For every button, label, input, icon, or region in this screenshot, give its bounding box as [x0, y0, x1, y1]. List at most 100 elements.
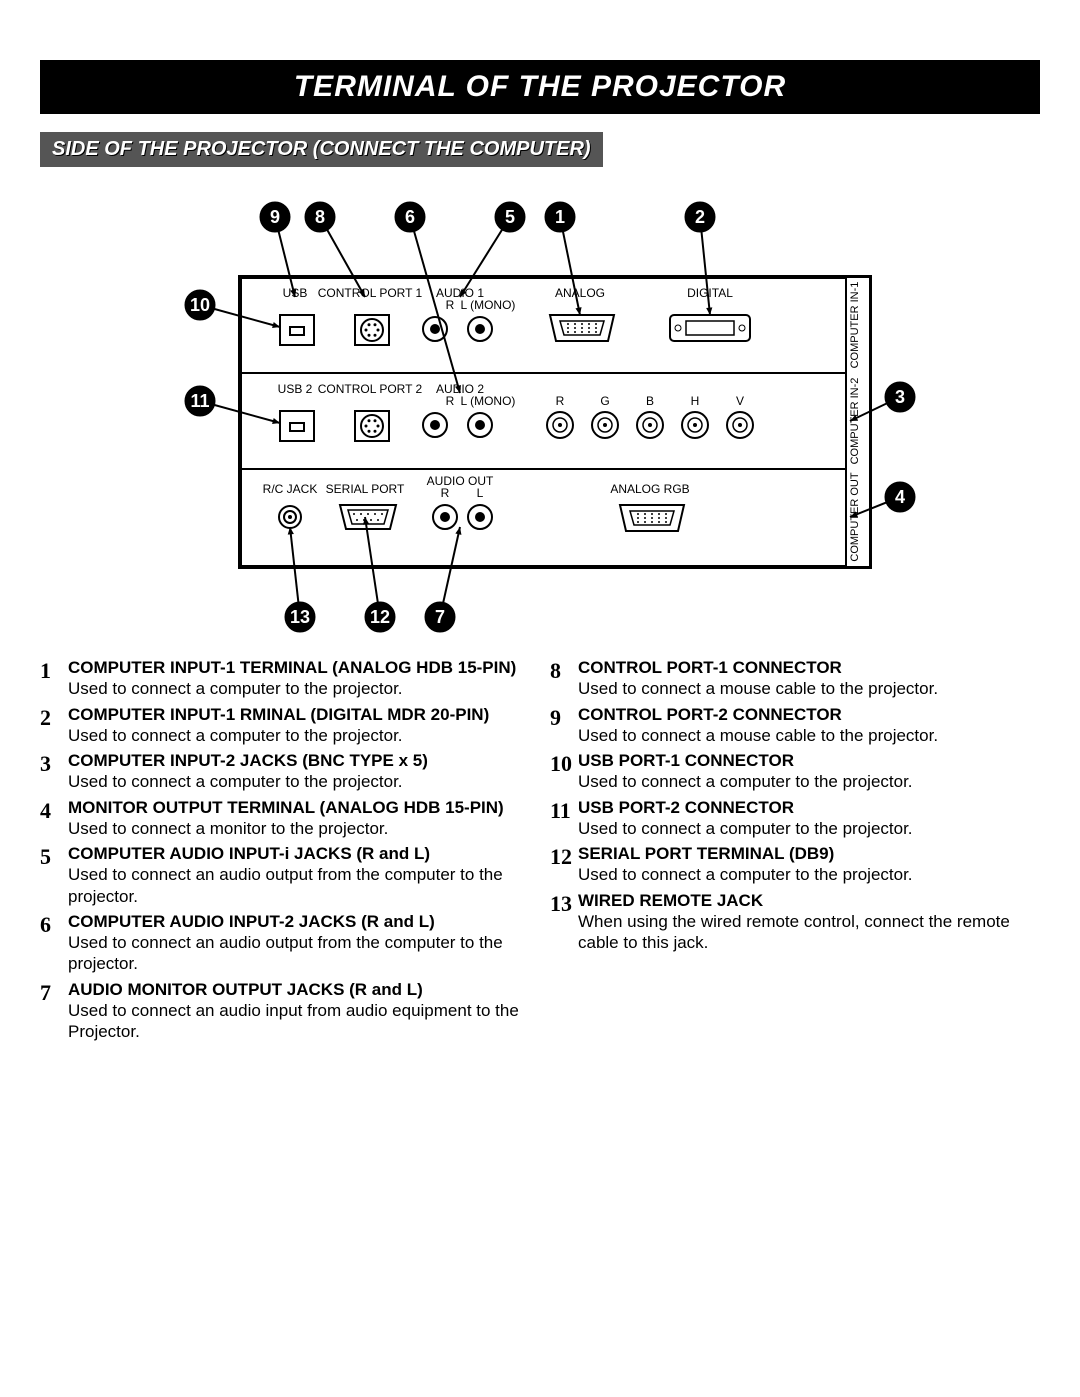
svg-text:ANALOG: ANALOG	[555, 286, 605, 300]
desc-text: Used to connect a mouse cable to the pro…	[578, 678, 1040, 699]
desc-body: CONTROL PORT-1 CONNECTORUsed to connect …	[578, 657, 1040, 700]
desc-body: COMPUTER AUDIO INPUT-i JACKS (R and L)Us…	[68, 843, 530, 907]
svg-text:R: R	[446, 394, 455, 408]
desc-title: MONITOR OUTPUT TERMINAL (ANALOG HDB 15-P…	[68, 798, 504, 817]
desc-text: Used to connect a computer to the projec…	[578, 864, 1040, 885]
svg-text:3: 3	[895, 387, 905, 407]
svg-text:B: B	[646, 394, 654, 408]
desc-text: Used to connect an audio output from the…	[68, 864, 530, 907]
desc-title: USB PORT-1 CONNECTOR	[578, 751, 794, 770]
desc-title: CONTROL PORT-1 CONNECTOR	[578, 658, 842, 677]
svg-text:AUDIO OUT: AUDIO OUT	[427, 474, 494, 488]
desc-text: Used to connect a computer to the projec…	[578, 818, 1040, 839]
svg-text:7: 7	[435, 607, 445, 627]
svg-text:L (MONO): L (MONO)	[461, 298, 516, 312]
desc-num: 9	[550, 704, 578, 747]
desc-item-13: 13WIRED REMOTE JACKWhen using the wired …	[550, 890, 1040, 954]
desc-title: COMPUTER AUDIO INPUT-2 JACKS (R and L)	[68, 912, 435, 931]
desc-num: 13	[550, 890, 578, 954]
svg-text:V: V	[736, 394, 744, 408]
svg-text:CONTROL PORT 1: CONTROL PORT 1	[318, 286, 423, 300]
desc-body: MONITOR OUTPUT TERMINAL (ANALOG HDB 15-P…	[68, 797, 530, 840]
svg-text:L: L	[477, 486, 484, 500]
svg-text:11: 11	[190, 391, 209, 411]
desc-body: SERIAL PORT TERMINAL (DB9)Used to connec…	[578, 843, 1040, 886]
page-title: TERMINAL OF THE PROJECTOR	[40, 60, 1040, 114]
page-subtitle: SIDE OF THE PROJECTOR (CONNECT THE COMPU…	[40, 132, 603, 167]
desc-title: WIRED REMOTE JACK	[578, 891, 763, 910]
desc-text: Used to connect a mouse cable to the pro…	[578, 725, 1040, 746]
svg-text:8: 8	[315, 207, 325, 227]
svg-text:L (MONO): L (MONO)	[461, 394, 516, 408]
svg-text:1: 1	[555, 207, 565, 227]
description-columns: 1COMPUTER INPUT-1 TERMINAL (ANALOG HDB 1…	[40, 657, 1040, 1046]
desc-text: Used to connect a computer to the projec…	[68, 725, 530, 746]
desc-body: COMPUTER AUDIO INPUT-2 JACKS (R and L)Us…	[68, 911, 530, 975]
desc-body: AUDIO MONITOR OUTPUT JACKS (R and L)Used…	[68, 979, 530, 1043]
svg-text:R: R	[446, 298, 455, 312]
terminal-diagram: COMPUTER IN-1COMPUTER IN-2COMPUTER OUTUS…	[160, 197, 920, 637]
desc-num: 3	[40, 750, 68, 793]
desc-title: COMPUTER INPUT-2 JACKS (BNC TYPE x 5)	[68, 751, 428, 770]
right-column: 8CONTROL PORT-1 CONNECTORUsed to connect…	[550, 657, 1040, 1046]
svg-text:SERIAL PORT: SERIAL PORT	[326, 482, 405, 496]
desc-text: Used to connect a monitor to the project…	[68, 818, 530, 839]
svg-text:2: 2	[695, 207, 705, 227]
desc-title: COMPUTER INPUT-1 TERMINAL (ANALOG HDB 15…	[68, 658, 516, 677]
desc-text: Used to connect a computer to the projec…	[68, 678, 530, 699]
svg-text:G: G	[600, 394, 609, 408]
desc-title: USB PORT-2 CONNECTOR	[578, 798, 794, 817]
desc-text: Used to connect a computer to the projec…	[68, 771, 530, 792]
desc-item-8: 8CONTROL PORT-1 CONNECTORUsed to connect…	[550, 657, 1040, 700]
desc-num: 12	[550, 843, 578, 886]
desc-title: COMPUTER INPUT-1 RMINAL (DIGITAL MDR 20-…	[68, 705, 489, 724]
svg-text:12: 12	[370, 607, 390, 627]
svg-text:9: 9	[270, 207, 280, 227]
svg-text:R: R	[556, 394, 565, 408]
desc-num: 10	[550, 750, 578, 793]
svg-text:13: 13	[290, 607, 310, 627]
desc-body: COMPUTER INPUT-1 TERMINAL (ANALOG HDB 15…	[68, 657, 530, 700]
desc-item-11: 11USB PORT-2 CONNECTORUsed to connect a …	[550, 797, 1040, 840]
desc-num: 1	[40, 657, 68, 700]
svg-text:CONTROL PORT 2: CONTROL PORT 2	[318, 382, 423, 396]
desc-text: When using the wired remote control, con…	[578, 911, 1040, 954]
desc-body: CONTROL PORT-2 CONNECTORUsed to connect …	[578, 704, 1040, 747]
desc-body: USB PORT-1 CONNECTORUsed to connect a co…	[578, 750, 1040, 793]
desc-num: 8	[550, 657, 578, 700]
desc-item-9: 9CONTROL PORT-2 CONNECTORUsed to connect…	[550, 704, 1040, 747]
desc-item-12: 12SERIAL PORT TERMINAL (DB9)Used to conn…	[550, 843, 1040, 886]
desc-num: 4	[40, 797, 68, 840]
desc-title: AUDIO MONITOR OUTPUT JACKS (R and L)	[68, 980, 423, 999]
desc-item-4: 4MONITOR OUTPUT TERMINAL (ANALOG HDB 15-…	[40, 797, 530, 840]
svg-text:5: 5	[505, 207, 515, 227]
desc-item-1: 1COMPUTER INPUT-1 TERMINAL (ANALOG HDB 1…	[40, 657, 530, 700]
desc-item-10: 10USB PORT-1 CONNECTORUsed to connect a …	[550, 750, 1040, 793]
svg-text:DIGITAL: DIGITAL	[687, 286, 733, 300]
desc-item-5: 5COMPUTER AUDIO INPUT-i JACKS (R and L)U…	[40, 843, 530, 907]
desc-num: 2	[40, 704, 68, 747]
desc-title: COMPUTER AUDIO INPUT-i JACKS (R and L)	[68, 844, 430, 863]
svg-text:6: 6	[405, 207, 415, 227]
svg-text:4: 4	[895, 487, 905, 507]
desc-text: Used to connect a computer to the projec…	[578, 771, 1040, 792]
svg-text:ANALOG RGB: ANALOG RGB	[610, 482, 689, 496]
svg-text:R/C JACK: R/C JACK	[263, 482, 318, 496]
svg-text:10: 10	[190, 295, 210, 315]
desc-body: COMPUTER INPUT-1 RMINAL (DIGITAL MDR 20-…	[68, 704, 530, 747]
desc-item-3: 3COMPUTER INPUT-2 JACKS (BNC TYPE x 5)Us…	[40, 750, 530, 793]
desc-item-2: 2COMPUTER INPUT-1 RMINAL (DIGITAL MDR 20…	[40, 704, 530, 747]
desc-title: CONTROL PORT-2 CONNECTOR	[578, 705, 842, 724]
desc-num: 5	[40, 843, 68, 907]
desc-num: 11	[550, 797, 578, 840]
desc-num: 7	[40, 979, 68, 1043]
desc-item-7: 7AUDIO MONITOR OUTPUT JACKS (R and L)Use…	[40, 979, 530, 1043]
desc-title: SERIAL PORT TERMINAL (DB9)	[578, 844, 834, 863]
desc-text: Used to connect an audio input from audi…	[68, 1000, 530, 1043]
desc-text: Used to connect an audio output from the…	[68, 932, 530, 975]
desc-body: COMPUTER INPUT-2 JACKS (BNC TYPE x 5)Use…	[68, 750, 530, 793]
desc-item-6: 6COMPUTER AUDIO INPUT-2 JACKS (R and L)U…	[40, 911, 530, 975]
svg-text:H: H	[691, 394, 700, 408]
left-column: 1COMPUTER INPUT-1 TERMINAL (ANALOG HDB 1…	[40, 657, 530, 1046]
desc-num: 6	[40, 911, 68, 975]
